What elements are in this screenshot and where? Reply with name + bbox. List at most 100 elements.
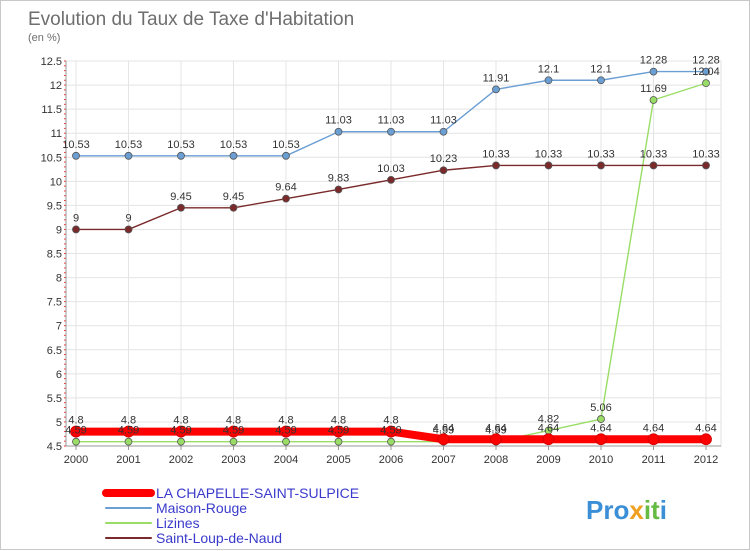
data-label-saint-loup-de-naud: 9 xyxy=(125,212,131,224)
data-label-saint-loup-de-naud: 10.33 xyxy=(535,148,563,160)
data-label-lizines: 4.59 xyxy=(328,425,349,437)
y-tick-label: 6 xyxy=(56,369,62,381)
data-point-maison-rouge xyxy=(334,127,343,136)
data-label-la-chapelle-saint-sulpice: 4.64 xyxy=(538,422,559,434)
data-point-saint-loup-de-naud xyxy=(282,194,290,203)
data-point-maison-rouge xyxy=(229,151,238,160)
legend: LA CHAPELLE-SAINT-SULPICEMaison-RougeLiz… xyxy=(102,485,359,546)
data-label-maison-rouge: 11.91 xyxy=(483,72,510,84)
data-label-saint-loup-de-naud: 9.45 xyxy=(223,191,244,203)
data-label-maison-rouge: 12.1 xyxy=(590,63,611,75)
data-point-maison-rouge xyxy=(492,85,500,94)
data-point-lizines xyxy=(334,437,343,446)
data-point-maison-rouge xyxy=(387,127,395,136)
y-tick-label: 9.5 xyxy=(47,200,62,212)
data-label-lizines: 11.69 xyxy=(640,83,667,95)
data-label-saint-loup-de-naud: 9 xyxy=(73,212,79,224)
data-point-la-chapelle-saint-sulpice xyxy=(647,433,660,446)
x-tick-label: 2004 xyxy=(274,454,298,466)
x-tick-label: 2006 xyxy=(379,454,403,466)
x-tick-label: 2007 xyxy=(431,454,455,466)
x-tick-label: 2002 xyxy=(169,454,193,466)
logo-part-1: Pro xyxy=(586,495,629,525)
data-point-saint-loup-de-naud xyxy=(649,161,658,170)
data-label-la-chapelle-saint-sulpice: 4.8 xyxy=(278,415,293,427)
data-label-la-chapelle-saint-sulpice: 4.8 xyxy=(121,415,136,427)
y-tick-label: 9 xyxy=(56,224,62,236)
legend-label-lizines: Lizines xyxy=(156,515,200,531)
legend-label-maison-rouge: Maison-Rouge xyxy=(156,500,247,516)
y-tick-label: 11 xyxy=(51,128,62,140)
data-point-maison-rouge xyxy=(282,151,290,160)
logo-part-2: x xyxy=(629,495,644,525)
data-point-saint-loup-de-naud xyxy=(387,175,395,184)
data-label-la-chapelle-saint-sulpice: 4.8 xyxy=(68,415,83,427)
data-point-maison-rouge xyxy=(177,151,185,160)
data-point-la-chapelle-saint-sulpice xyxy=(122,425,135,438)
y-tick-label: 8 xyxy=(56,273,62,285)
data-label-maison-rouge: 10.53 xyxy=(220,139,248,151)
data-point-maison-rouge xyxy=(597,76,605,85)
logo-part-3: it xyxy=(644,495,660,525)
data-label-la-chapelle-saint-sulpice: 4.64 xyxy=(590,422,611,434)
data-point-maison-rouge xyxy=(72,151,80,160)
data-label-la-chapelle-saint-sulpice: 4.8 xyxy=(226,415,241,427)
data-label-la-chapelle-saint-sulpice: 4.64 xyxy=(695,422,716,434)
data-point-saint-loup-de-naud xyxy=(229,203,238,212)
data-point-la-chapelle-saint-sulpice xyxy=(280,425,292,438)
data-point-saint-loup-de-naud xyxy=(597,161,605,170)
y-tick-label: 11.5 xyxy=(41,104,62,116)
data-label-maison-rouge: 12.28 xyxy=(640,55,668,67)
chart-title: Evolution du Taux de Taxe d'Habitation xyxy=(28,9,354,30)
chart-subtitle: (en %) xyxy=(28,32,60,44)
x-tick-label: 2011 xyxy=(642,454,666,466)
grid-layer xyxy=(65,60,722,447)
data-label-lizines: 12.04 xyxy=(692,66,720,78)
data-label-maison-rouge: 11.03 xyxy=(430,115,457,127)
y-tick-label: 6.5 xyxy=(47,345,62,357)
data-point-saint-loup-de-naud xyxy=(124,225,133,234)
data-point-maison-rouge xyxy=(649,67,658,76)
data-label-lizines: 4.59 xyxy=(223,425,244,437)
data-label-saint-loup-de-naud: 10.03 xyxy=(377,163,405,175)
data-label-layer: 4.8 4.8 4.8 4.8 4.8 4.8 4.8 4.64 4.64 4.64 4.64 4.6… xyxy=(62,55,720,437)
x-tick-label: 2005 xyxy=(326,454,350,466)
data-label-saint-loup-de-naud: 10.33 xyxy=(640,148,668,160)
data-point-la-chapelle-saint-sulpice xyxy=(542,433,555,446)
data-label-saint-loup-de-naud: 9.64 xyxy=(275,182,296,194)
data-point-lizines xyxy=(72,437,80,446)
y-tick-label: 7 xyxy=(56,321,62,333)
y-tick-label: 10 xyxy=(50,176,62,188)
proxiti-logo: Proxiti xyxy=(586,495,667,525)
data-label-lizines: 4.82 xyxy=(538,414,559,426)
data-label-lizines: 4.59 xyxy=(485,425,506,437)
y-tick-label: 7.5 xyxy=(47,297,62,309)
data-label-maison-rouge: 11.03 xyxy=(378,115,405,127)
data-label-maison-rouge: 10.53 xyxy=(115,139,143,151)
data-label-lizines: 4.59 xyxy=(275,425,296,437)
y-tick-label: 12 xyxy=(50,80,62,92)
data-point-saint-loup-de-naud xyxy=(72,225,80,234)
data-point-lizines xyxy=(387,437,395,446)
y-tick-label: 5.5 xyxy=(47,393,62,405)
data-point-maison-rouge xyxy=(439,127,448,136)
data-label-saint-loup-de-naud: 10.33 xyxy=(482,148,510,160)
y-tick-label: 8.5 xyxy=(47,249,62,261)
data-label-lizines: 4.59 xyxy=(65,425,86,437)
data-point-maison-rouge xyxy=(702,67,710,76)
axis-layer: 4.5 5 5.5 6 6.5 7 7.5 8 8.5 9 9.5 10 10.5 11 11.5 12 12.… xyxy=(41,56,721,466)
x-tick-label: 2008 xyxy=(484,454,508,466)
data-point-la-chapelle-saint-sulpice xyxy=(175,425,187,438)
data-point-la-chapelle-saint-sulpice xyxy=(700,433,712,446)
data-label-lizines: 4.59 xyxy=(170,425,191,437)
y-tick-label: 4.5 xyxy=(47,441,62,453)
data-label-saint-loup-de-naud: 10.33 xyxy=(692,148,720,160)
data-point-lizines xyxy=(649,96,658,104)
x-tick-label: 2000 xyxy=(64,454,88,466)
data-label-saint-loup-de-naud: 10.33 xyxy=(587,148,615,160)
data-point-la-chapelle-saint-sulpice xyxy=(437,433,450,446)
data-label-la-chapelle-saint-sulpice: 4.8 xyxy=(173,415,188,427)
data-point-lizines xyxy=(177,437,185,446)
x-tick-label: 2001 xyxy=(116,454,140,466)
